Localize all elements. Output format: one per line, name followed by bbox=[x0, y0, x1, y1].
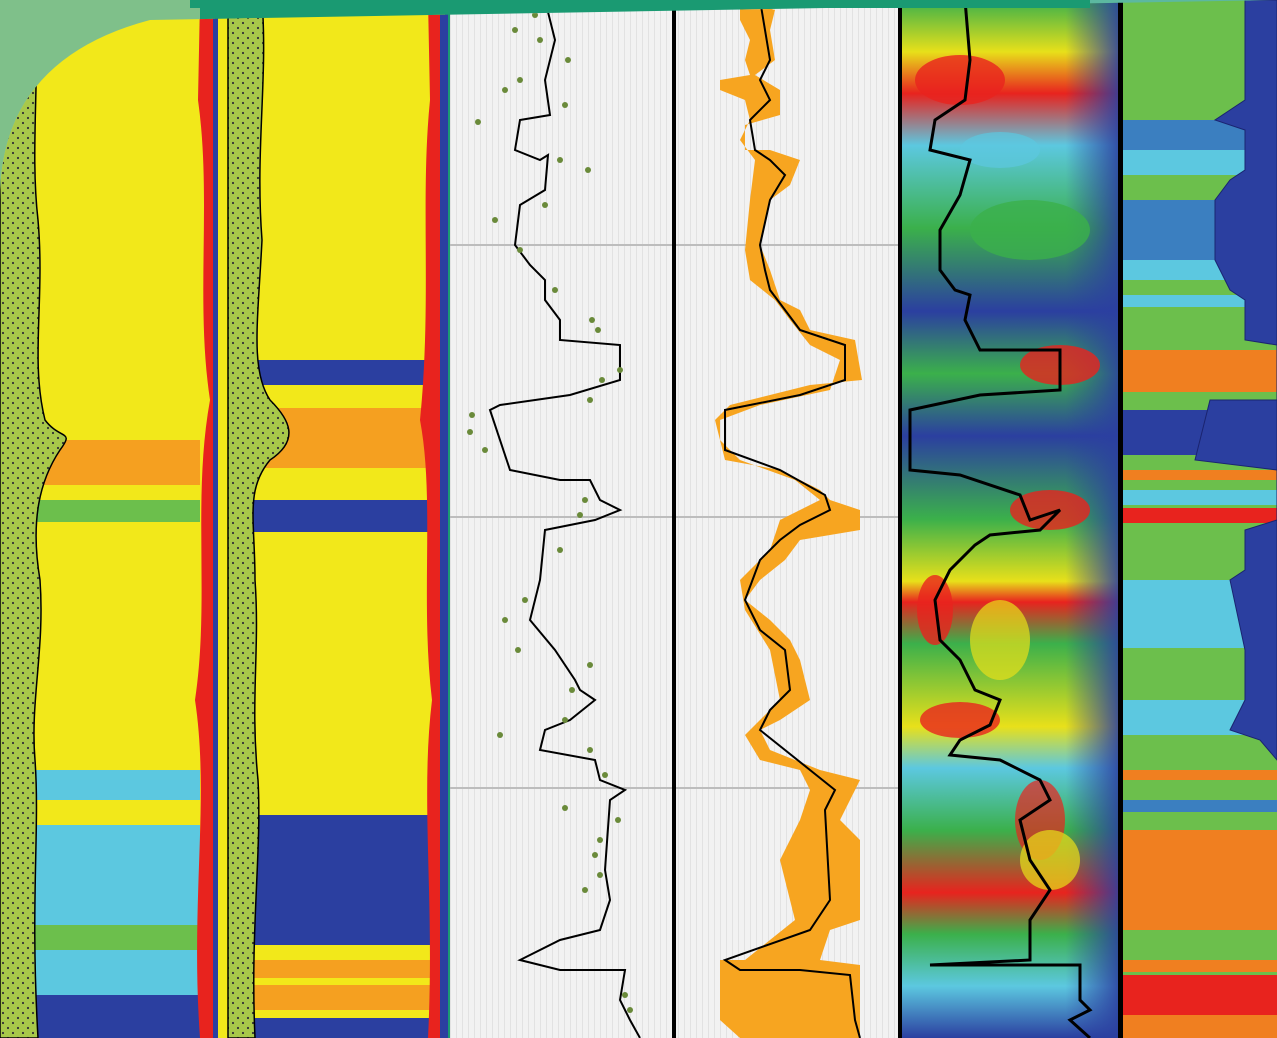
log-uncertainty-track bbox=[676, 0, 902, 1038]
scatter-points bbox=[467, 12, 633, 1013]
lithology-track-2 bbox=[218, 0, 448, 1038]
probability-heatmap-track bbox=[902, 0, 1123, 1038]
log-curve-track bbox=[450, 0, 676, 1038]
top-frame bbox=[190, 0, 1090, 8]
facies-bar-track bbox=[1123, 0, 1277, 1038]
lithology-track-1 bbox=[0, 0, 218, 1038]
